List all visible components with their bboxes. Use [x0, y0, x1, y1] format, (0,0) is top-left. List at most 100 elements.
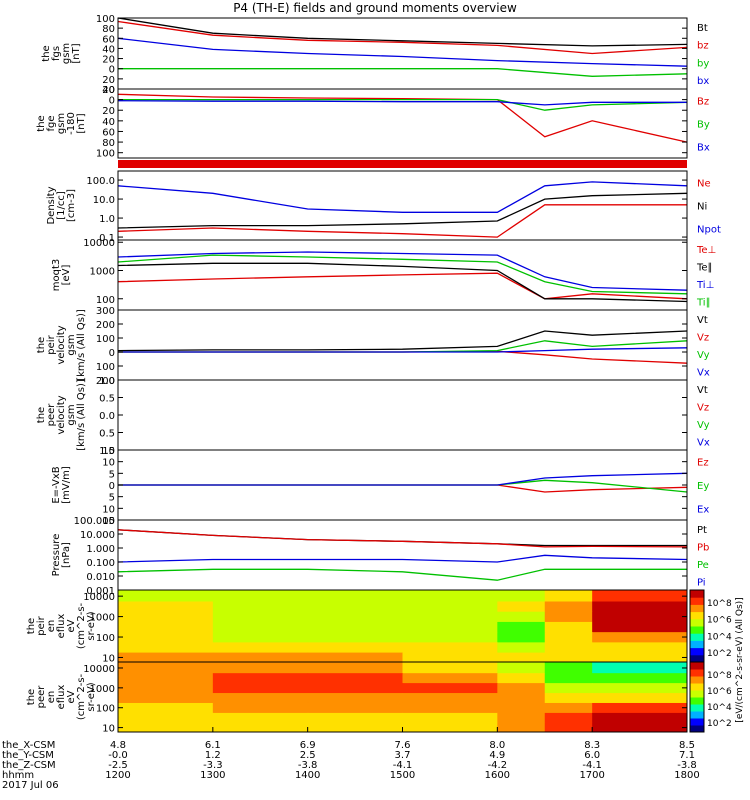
spectrogram-cell: [118, 662, 214, 674]
panel-frame: [117, 170, 688, 241]
y-tick-label: 20: [102, 85, 115, 96]
y-tick-label: 10000: [83, 238, 115, 249]
y-tick-label: 80: [102, 138, 115, 149]
spectrogram-cell: [118, 601, 214, 613]
legend-entry: Ti∥: [696, 297, 711, 308]
spectrogram-cell: [592, 601, 688, 613]
y-tick-label: 0.001: [86, 586, 115, 597]
spectrogram-cell: [402, 601, 498, 613]
y-axis-label: velocity: [56, 325, 67, 364]
colorbar-tick-label: 10^2: [707, 649, 732, 659]
y-tick-label: 1000: [90, 613, 115, 624]
x-tick-label: 1500: [390, 770, 415, 781]
legend-entry: Bx: [697, 143, 710, 154]
x-tick-label: 6.1: [205, 740, 221, 751]
spectrogram-cell: [592, 662, 688, 674]
legend-entry: Bt: [697, 23, 708, 34]
colorbar-segment: [690, 690, 704, 698]
spectrogram-cell: [212, 601, 309, 613]
colorbar-segment: [690, 626, 704, 634]
series-line: [117, 100, 687, 106]
y-axis-label: [1/cc]: [56, 191, 67, 220]
spectrogram-cell: [307, 642, 403, 654]
y-tick-label: 1.0: [99, 376, 115, 387]
y-tick-label: 100.000: [74, 516, 115, 527]
spectrogram-cell: [592, 590, 688, 602]
legend-entry: bz: [697, 41, 709, 52]
y-axis-label: the: [36, 115, 47, 131]
x-tick-label: 1300: [200, 770, 225, 781]
y-tick-label: 10: [102, 458, 115, 469]
y-axis-label: the: [36, 407, 47, 423]
series-line: [117, 568, 687, 581]
series-line: [117, 529, 687, 547]
y-axis-label: sr-eV): [86, 682, 97, 711]
spectrogram-cell: [544, 662, 593, 674]
y-axis-label: peir: [46, 334, 57, 354]
spectrogram-cell: [544, 632, 593, 643]
spectrogram-cell: [118, 673, 214, 684]
y-axis-label: eflux: [56, 685, 67, 710]
spectrogram-cell: [402, 611, 498, 623]
legend-entry: Ne: [697, 179, 711, 190]
spectrogram-cell: [212, 712, 309, 724]
y-axis-label: (cm^2-s-: [76, 602, 87, 649]
x-tick-label: -4.2: [488, 760, 508, 771]
spectrogram-cell: [497, 673, 546, 684]
legend-entry: Pi: [697, 577, 706, 588]
legend-entry: Vt: [697, 385, 708, 396]
spectrogram-cell: [402, 621, 498, 633]
y-axis-label: gsm: [66, 404, 77, 425]
colorbar-segment: [690, 718, 704, 726]
spectrogram-cell: [212, 693, 309, 704]
spectrogram-cell: [592, 611, 688, 623]
x-tick-label: 4.8: [110, 740, 126, 751]
y-axis-label: sr-eV): [86, 611, 97, 640]
series-line: [117, 20, 688, 55]
y-tick-label: 40: [102, 44, 115, 55]
y-axis-label: [nPa]: [61, 542, 72, 568]
y-tick-label: 100: [96, 14, 115, 25]
x-axis-row-label: hhmm: [2, 770, 34, 781]
x-tick-label: -3.8: [677, 760, 697, 771]
y-tick-label: 0: [109, 65, 115, 76]
y-axis-label: [cm-3]: [66, 189, 77, 222]
y-tick-label: 1.0: [99, 214, 115, 225]
y-axis-label: en: [46, 620, 57, 633]
spectrogram-cell: [402, 642, 498, 654]
y-axis-label: Density: [46, 186, 57, 224]
spectrogram-cell: [544, 642, 593, 654]
legend-entry: Te∥: [696, 262, 713, 273]
colorbar-segment: [690, 683, 704, 691]
legend-entry: Pb: [697, 542, 709, 553]
y-tick-label: 10: [102, 724, 115, 735]
spectrogram-cell: [497, 722, 546, 733]
x-tick-label: -4.1: [393, 760, 413, 771]
spectrogram-cell: [544, 601, 593, 613]
y-tick-label: 60: [102, 34, 115, 45]
panel-frame: [117, 519, 688, 591]
spectrogram-cell: [118, 590, 214, 602]
y-tick-label: 1.000: [86, 544, 115, 555]
colorbar-segment: [690, 611, 704, 620]
y-tick-label: 10: [102, 653, 115, 664]
spectrogram-cell: [592, 722, 688, 733]
spectrogram-cell: [307, 611, 403, 623]
x-tick-label: 8.3: [584, 740, 600, 751]
spectrogram-cell: [497, 652, 546, 663]
y-tick-label: 20: [102, 75, 115, 86]
separator-strip: [118, 160, 687, 168]
colorbar-tick-label: 10^4: [707, 703, 732, 713]
spectrogram-cell: [592, 632, 688, 643]
legend-entry: Ni: [697, 202, 707, 213]
colorbar-segment: [690, 725, 704, 733]
spectrogram-cell: [592, 683, 688, 694]
spectrogram-cell: [307, 621, 403, 633]
y-axis-label: gsm: [66, 334, 77, 355]
y-tick-label: 5: [109, 493, 115, 504]
series-line: [118, 479, 688, 493]
legend-entry: By: [697, 120, 710, 131]
legend-entry: Vx: [697, 437, 710, 448]
x-tick-label: -3.3: [203, 760, 223, 771]
spectrogram-cell: [544, 722, 593, 733]
